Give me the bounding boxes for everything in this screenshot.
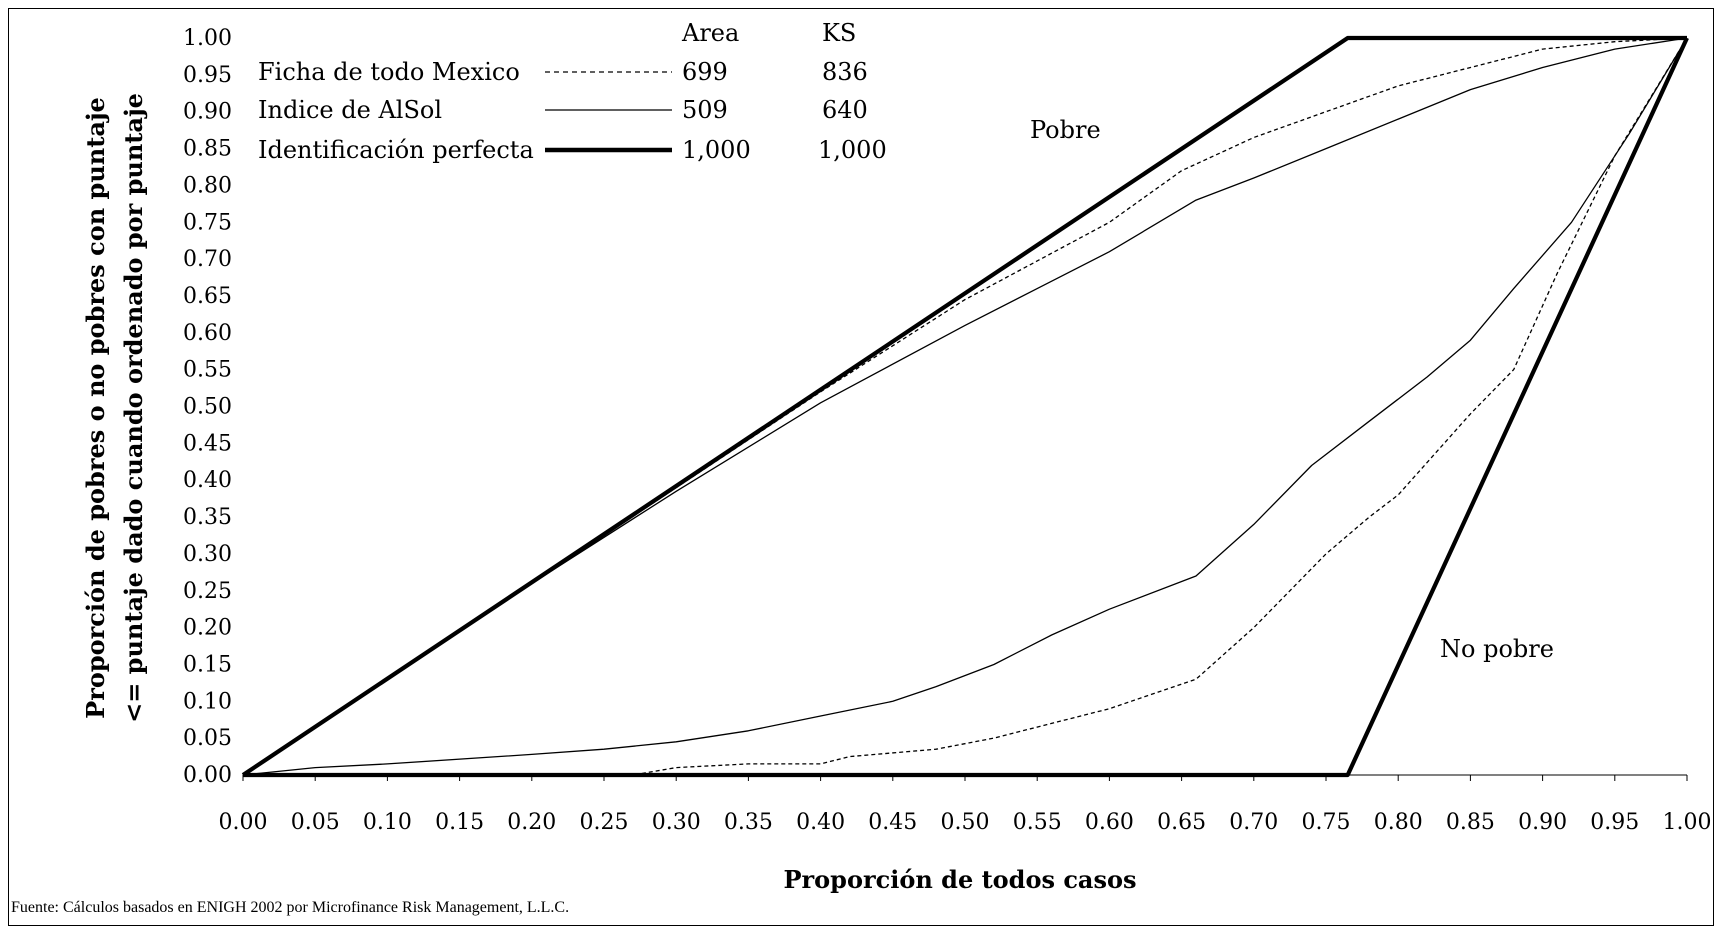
x-tick-label: 0.50: [941, 810, 990, 835]
x-tick-label: 0.40: [796, 810, 845, 835]
y-axis-title-line1: Proporción de pobres o no pobres con pun…: [81, 97, 110, 719]
y-tick-label: 0.85: [183, 137, 232, 162]
series-line-no-pobre-ficha-de-todo-mexico: [243, 37, 1688, 776]
x-tick-label: 0.60: [1085, 810, 1134, 835]
y-tick-label: 0.65: [183, 284, 232, 309]
y-tick-label: 0.80: [183, 173, 232, 198]
x-tick-label: 0.90: [1518, 810, 1567, 835]
x-tick-label: 0.95: [1590, 810, 1639, 835]
y-tick-label: 0.30: [183, 542, 232, 567]
y-tick-label: 0.15: [183, 652, 232, 677]
x-tick-label: 0.30: [652, 810, 701, 835]
legend-ks-alsol: 640: [822, 96, 868, 124]
series-line-no-pobre-identificaci-n-perfecta: [243, 37, 1689, 778]
series-group: [241, 35, 1689, 778]
series-line-no-pobre-indice-de-alsol: [242, 37, 1688, 776]
x-tick-label: 0.10: [363, 810, 412, 835]
y-tick-label: 0.95: [183, 63, 232, 88]
legend-col-area: Area: [681, 19, 739, 47]
y-tick-label: 0.45: [183, 431, 232, 456]
x-tick-label: 0.80: [1374, 810, 1423, 835]
x-tick-label: 0.00: [219, 810, 268, 835]
legend-area-ficha: 699: [682, 58, 728, 86]
y-tick-label: 0.05: [183, 726, 232, 751]
legend-area-alsol: 509: [682, 96, 728, 124]
y-axis-title-line2: <= puntaje dado cuando ordenado por punt…: [119, 93, 148, 723]
series-line-pobre-indice-de-alsol: [242, 37, 1688, 776]
x-tick-label: 0.70: [1229, 810, 1278, 835]
x-tick-label: 0.05: [291, 810, 340, 835]
x-tick-label: 0.25: [580, 810, 629, 835]
x-tick-label: 0.85: [1446, 810, 1495, 835]
x-tick-label: 0.65: [1157, 810, 1206, 835]
y-tick-label: 0.10: [183, 689, 232, 714]
y-tick-label: 1.00: [183, 26, 232, 51]
legend-label-alsol: Indice de AlSol: [258, 96, 442, 124]
legend-label-ficha: Ficha de todo Mexico: [258, 58, 520, 86]
legend-ks-ficha: 836: [822, 58, 868, 86]
y-tick-label: 0.00: [183, 763, 232, 788]
annotation-pobre: Pobre: [1030, 116, 1101, 144]
legend-ks-perfecta: 1,000: [818, 136, 887, 164]
y-tick-label: 0.35: [183, 505, 232, 530]
y-tick-label: 0.55: [183, 358, 232, 383]
y-axis-ticks: 0.00 0.05 0.10 0.15 0.20 0.25 0.30 0.35 0.40 0.45…: [183, 26, 232, 788]
x-tick-label: 0.75: [1302, 810, 1351, 835]
series-line-pobre-identificaci-n-perfecta: [241, 35, 1687, 777]
y-tick-label: 0.50: [183, 395, 232, 420]
x-axis-ticks: 0.00 0.05 0.10 0.15 0.20 0.25 0.30 0.35 0.40 0.45…: [219, 775, 1712, 835]
x-tick-label: 0.45: [868, 810, 917, 835]
x-tick-label: 0.15: [435, 810, 484, 835]
y-tick-label: 0.20: [183, 616, 232, 641]
annotation-no-pobre: No pobre: [1440, 635, 1554, 663]
x-tick-label: 0.35: [724, 810, 773, 835]
y-tick-label: 0.60: [183, 321, 232, 346]
y-tick-label: 0.25: [183, 579, 232, 604]
x-axis-title: Proporción de todos casos: [783, 865, 1136, 894]
x-tick-label: 0.55: [1013, 810, 1062, 835]
legend-area-perfecta: 1,000: [682, 136, 751, 164]
legend-col-ks: KS: [822, 19, 856, 47]
y-tick-label: 0.90: [183, 100, 232, 125]
y-tick-label: 0.70: [183, 247, 232, 272]
source-note: Fuente: Cálculos basados en ENIGH 2002 p…: [11, 899, 569, 916]
x-tick-label: 0.20: [507, 810, 556, 835]
legend: Area KS Ficha de todo Mexico 699 836 Ind…: [258, 19, 887, 164]
legend-label-perfecta: Identificación perfecta: [258, 136, 534, 164]
y-tick-label: 0.40: [183, 468, 232, 493]
x-tick-label: 1.00: [1663, 810, 1712, 835]
y-tick-label: 0.75: [183, 210, 232, 235]
